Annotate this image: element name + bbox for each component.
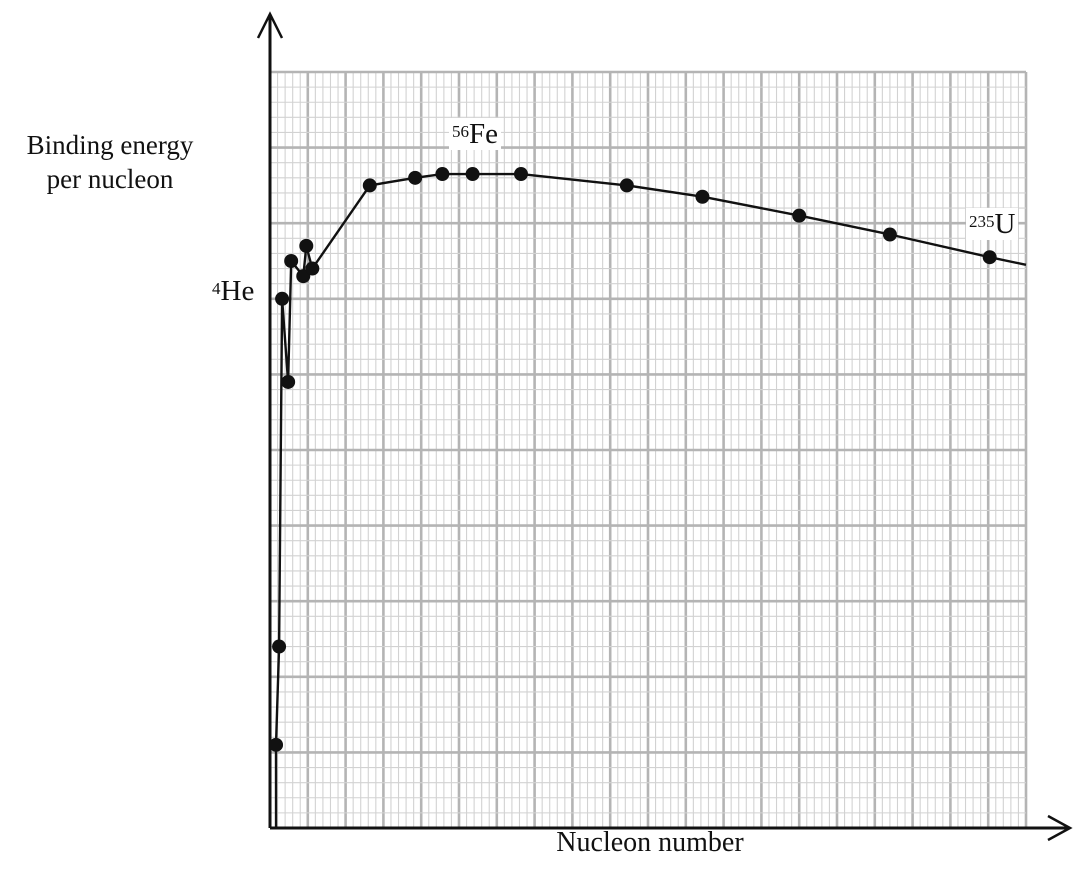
data-series <box>269 167 1027 829</box>
data-point-marker <box>362 178 377 193</box>
uranium-235-annotation: 235U <box>966 208 1019 240</box>
x-axis-label: Nucleon number <box>556 827 744 858</box>
data-point-marker <box>269 737 284 752</box>
iron-56-annotation: 56Fe <box>449 118 501 150</box>
y-axis-label-line-2: per nucleon <box>46 164 174 194</box>
data-point-marker <box>281 374 296 389</box>
binding-energy-curve <box>274 172 1027 829</box>
y-axis-label: Binding energy per nucleon <box>0 128 220 196</box>
data-point-marker <box>982 250 997 265</box>
uranium-symbol: U <box>994 208 1016 240</box>
graph-paper-grid <box>268 70 1028 830</box>
data-point-marker <box>882 227 897 242</box>
y-axis-label-line-1: Binding energy <box>26 130 194 160</box>
iron-mass-number: 56 <box>452 122 469 141</box>
data-point-marker <box>435 167 450 182</box>
data-point-marker <box>408 170 423 185</box>
helium-4-annotation: 4He <box>212 275 254 307</box>
data-point-marker <box>465 167 480 182</box>
helium-mass-number: 4 <box>212 279 221 298</box>
helium-symbol: He <box>220 275 255 307</box>
axes <box>256 11 1073 842</box>
data-point-marker <box>305 261 320 276</box>
data-point-marker <box>272 639 287 654</box>
uranium-mass-number: 235 <box>969 212 995 231</box>
data-point-marker <box>275 291 290 306</box>
data-point-marker <box>513 167 528 182</box>
y-axis-arrowhead <box>256 11 284 39</box>
data-point-marker <box>619 178 634 193</box>
data-point-marker <box>299 238 314 253</box>
data-point-marker <box>284 254 299 268</box>
iron-symbol: Fe <box>469 118 498 150</box>
data-point-marker <box>792 208 807 223</box>
data-point-marker <box>695 189 710 204</box>
x-axis-arrowhead <box>1047 814 1073 842</box>
